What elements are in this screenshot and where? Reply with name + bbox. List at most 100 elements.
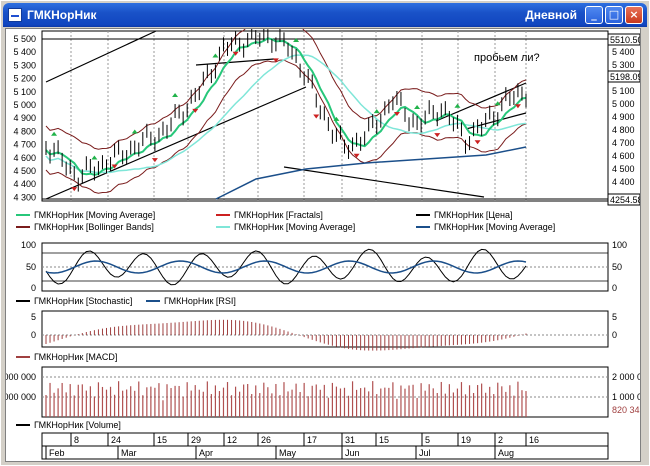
last-price-label: 5198.09 (610, 72, 640, 82)
price-right-tick-label: 4 500 (612, 164, 635, 174)
macd-panel: 5 0 5 0 (31, 310, 617, 351)
time-day-label: 12 (227, 435, 237, 445)
time-month-label: Jul (419, 448, 431, 458)
price-tick-label: 4 300 (13, 192, 36, 202)
fractal-down-marker (192, 108, 199, 113)
last-high-label: 5510.50 (610, 35, 640, 45)
osc-tick-right-50: 50 (612, 262, 622, 272)
fractal-up-marker (454, 103, 461, 108)
minimize-button[interactable]: _ (585, 6, 603, 24)
legend-label: ГМКНорНик [Stochastic] (34, 296, 132, 306)
time-month-label: Apr (199, 448, 213, 458)
fractals (51, 19, 521, 192)
time-day-label: 5 (425, 435, 430, 445)
fractal-up-marker (494, 101, 501, 106)
legend-label: ГМКНорНик [Fractals] (234, 210, 323, 220)
fractal-down-marker (151, 158, 158, 163)
chart-area[interactable]: 5 500 5 400 5 300 5 200 5 100 5 000 4 900 4 800… (3, 15, 650, 462)
fractal-down-marker (313, 114, 320, 119)
legend-label: ГМКНорНик [Moving Average] (434, 222, 555, 232)
fractal-down-marker (71, 187, 78, 192)
period-label: Дневной (525, 8, 577, 22)
fractal-up-marker (333, 116, 340, 121)
fractal-up-marker (212, 53, 219, 58)
time-day-label: 15 (157, 435, 167, 445)
fractal-up-marker (131, 129, 138, 134)
time-month-label: Jun (345, 448, 360, 458)
osc-tick-50: 50 (26, 262, 36, 272)
maximize-button[interactable]: □ (605, 6, 623, 24)
trendline-lower[interactable] (45, 86, 307, 200)
price-tick-label: 4 800 (13, 126, 36, 136)
time-month-label: Mar (121, 448, 137, 458)
price-tick-label: 5 000 (13, 100, 36, 110)
price-tick-label: 5 100 (13, 87, 36, 97)
rsi-line (45, 260, 527, 274)
last-volume-label: 820 342 (612, 405, 640, 415)
macd-legend: ГМКНорНик [MACD] (16, 352, 117, 362)
volume-legend: ГМКНорНик [Volume] (16, 420, 121, 430)
price-tick-label: 5 400 (13, 47, 36, 57)
trendline-upper[interactable] (45, 30, 157, 83)
fractal-up-marker (373, 109, 380, 114)
fractal-down-marker (514, 104, 521, 109)
price-right-tick-label: 4 600 (612, 151, 635, 161)
price-bars (45, 24, 527, 192)
time-axis-months: Feb Mar Apr May Jun Jul Aug (45, 446, 514, 459)
time-axis-days: 8 24 15 29 12 26 17 31 15 5 19 2 16 (70, 433, 539, 446)
osc-tick-right-100: 100 (612, 240, 627, 250)
time-month-label: May (279, 448, 297, 458)
time-day-label: 19 (461, 435, 471, 445)
ma-mid-line (45, 54, 527, 174)
trendline-top[interactable] (195, 58, 275, 66)
moving-average-slow (215, 146, 527, 200)
macd-histogram (45, 319, 527, 351)
ma-slow-line (215, 146, 527, 200)
legend-label: ГМКНорНик [Moving Average] (234, 222, 355, 232)
price-tick-label: 5 200 (13, 74, 36, 84)
time-axis: 8 24 15 29 12 26 17 31 15 5 19 2 16 Feb Mar Apr May Jun J… (41, 432, 609, 460)
price-tick-label: 4 400 (13, 179, 36, 189)
legend-label: ГМКНорНик [Цена] (434, 210, 513, 220)
macd-tick-0: 0 (31, 330, 36, 340)
time-day-label: 15 (379, 435, 389, 445)
fractal-down-marker (232, 51, 239, 56)
time-day-label: 24 (111, 435, 121, 445)
price-right-tick-label: 5 400 (612, 47, 635, 57)
time-day-label: 8 (74, 435, 79, 445)
volume-tick-right-2m: 2 000 000 (612, 372, 640, 382)
volume-tick-right-1m: 1 000 000 (612, 392, 640, 402)
oscillator-lines (45, 248, 527, 286)
close-button[interactable]: × (625, 6, 643, 24)
title-bar[interactable]: ГМКНорНик Дневной _ □ × (3, 3, 647, 27)
volume-tick-2m: 000 000 (6, 372, 36, 382)
moving-average-mid (45, 54, 527, 174)
price-tick-label: 5 500 (13, 34, 36, 44)
osc-tick-0: 0 (31, 283, 36, 293)
time-day-label: 31 (345, 435, 355, 445)
last-low-label: 4254.58 (610, 195, 640, 205)
time-month-label: Feb (49, 448, 65, 458)
time-day-label: 29 (191, 435, 201, 445)
window-title: ГМКНорНик (27, 8, 97, 22)
legend-label: ГМКНорНик [Volume] (34, 420, 121, 430)
time-day-label: 26 (261, 435, 271, 445)
time-day-label: 17 (307, 435, 317, 445)
time-month-label: Aug (498, 448, 514, 458)
fractal-down-marker (353, 153, 360, 158)
oscillator-legend: ГМКНорНик [Stochastic] ГМКНорНик [RSI] (16, 296, 236, 306)
fractal-up-marker (172, 93, 179, 98)
trendline-bottom[interactable] (283, 166, 485, 198)
bollinger-lower (45, 59, 527, 194)
macd-tick-right-5: 5 (612, 312, 617, 322)
volume-bars (45, 381, 527, 417)
fractal-down-marker (111, 164, 118, 169)
time-day-label: 2 (498, 435, 503, 445)
legend-label: ГМКНорНик [MACD] (34, 352, 117, 362)
macd-tick-right-0: 0 (612, 330, 617, 340)
price-tick-label: 4 900 (13, 113, 36, 123)
fractal-up-marker (91, 155, 98, 160)
time-day-label: 16 (529, 435, 539, 445)
